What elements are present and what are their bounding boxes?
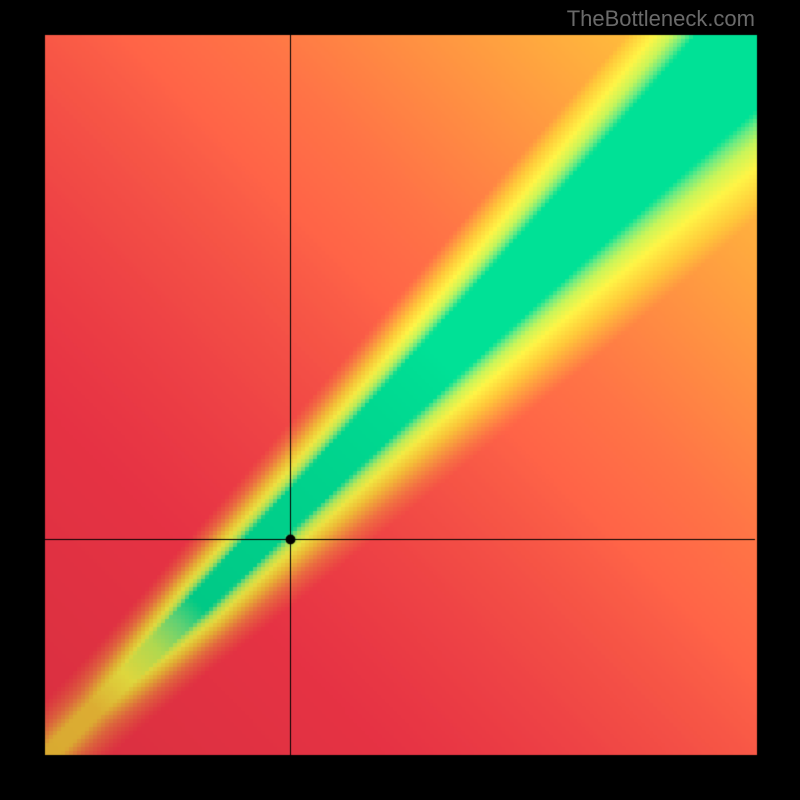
- watermark-text: TheBottleneck.com: [567, 6, 755, 32]
- chart-container: TheBottleneck.com: [0, 0, 800, 800]
- bottleneck-heatmap: [0, 0, 800, 800]
